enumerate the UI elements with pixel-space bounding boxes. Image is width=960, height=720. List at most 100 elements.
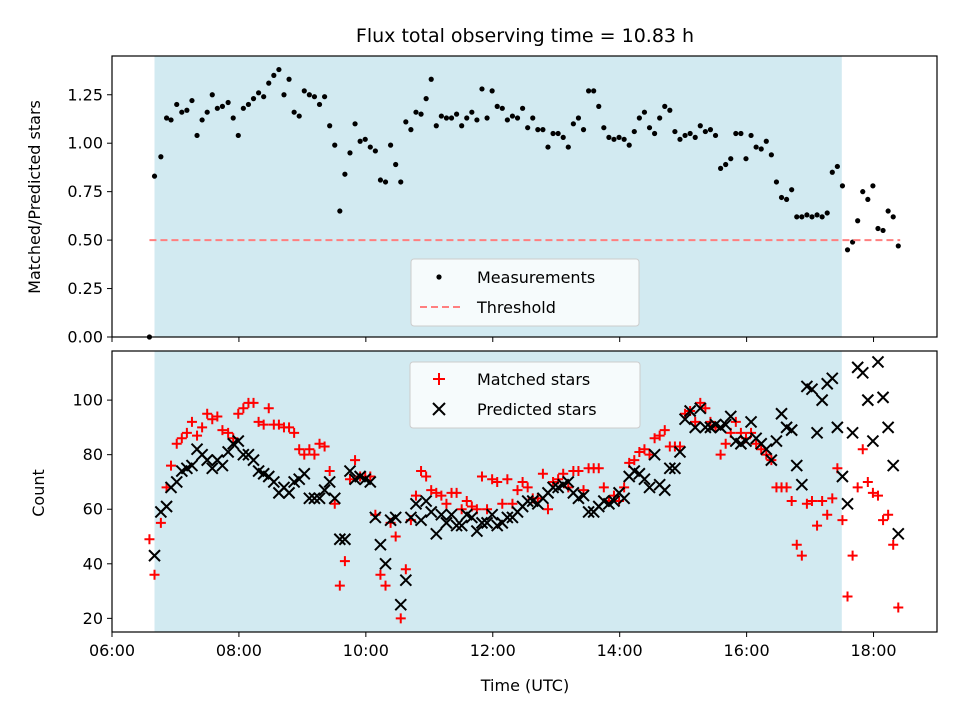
measurement-point (555, 130, 561, 137)
matched-point (186, 416, 197, 427)
measurement-point (758, 146, 764, 152)
measurement-point (362, 136, 368, 142)
measurement-point (560, 134, 566, 140)
measurement-point (459, 123, 465, 129)
matched-point (573, 466, 584, 477)
predicted-point (480, 516, 494, 530)
measurement-point (646, 125, 653, 131)
matched-point (644, 449, 655, 460)
measurement-point (489, 88, 495, 94)
matched-point (284, 422, 295, 433)
matched-point (166, 460, 177, 471)
measurement-point (286, 76, 292, 82)
measurement-point (580, 127, 587, 133)
predicted-point (394, 598, 407, 611)
measurement-point (479, 86, 485, 92)
measurement-point (347, 150, 353, 156)
predicted-point (232, 434, 245, 448)
measurement-point (418, 111, 424, 117)
measurement-point (712, 132, 719, 139)
matched-point (837, 515, 848, 526)
matched-point (273, 419, 284, 430)
measurement-point (890, 214, 896, 220)
measurement-point (382, 179, 389, 185)
measurement-point (250, 96, 257, 102)
measurement-point (651, 130, 658, 137)
predicted-point (379, 557, 392, 571)
measurement-point (601, 125, 607, 131)
measurement-point (672, 128, 678, 135)
measurement-point (530, 115, 536, 121)
matched-point (522, 482, 533, 493)
measurement-point (321, 94, 328, 100)
predicted-point (856, 366, 869, 380)
measurement-point (748, 132, 754, 139)
matched-point (791, 539, 802, 550)
matched-point (888, 539, 899, 550)
measurement-point (707, 127, 714, 133)
measurement-point (783, 196, 790, 203)
predicted-point (445, 508, 458, 521)
measurement-point (464, 115, 470, 121)
measurement-point (799, 214, 805, 220)
measurement-point (702, 128, 708, 135)
measurement-point (611, 136, 617, 142)
measurement-point (342, 171, 348, 177)
matched-point (862, 476, 873, 487)
predicted-point (810, 426, 824, 440)
measurement-point (641, 109, 648, 115)
x-tick-label: 14:00 (597, 641, 643, 660)
matched-point (436, 490, 447, 501)
matched-point (197, 422, 208, 433)
matched-point (294, 444, 305, 455)
y-tick-label: 0.50 (67, 231, 103, 250)
measurement-point (667, 107, 673, 113)
measurement-point (575, 115, 582, 121)
measurement-point (550, 130, 556, 137)
predicted-point (414, 513, 428, 527)
measurement-point (839, 183, 846, 189)
predicted-point (673, 445, 687, 459)
matched-point (512, 485, 523, 496)
matched-point (812, 520, 823, 531)
measurement-point (398, 179, 404, 185)
matched-point (344, 474, 355, 485)
measurement-point (240, 105, 246, 111)
measurement-point (855, 218, 861, 224)
measurement-point (301, 88, 307, 94)
predicted-point (216, 459, 229, 472)
bottom-legend: Matched stars Predicted stars (409, 361, 641, 429)
predicted-point (582, 505, 595, 519)
measurement-point (885, 208, 891, 214)
measurement-point (367, 144, 373, 150)
predicted-point (790, 459, 803, 472)
matched-point (426, 485, 437, 496)
measurement-point (819, 214, 825, 220)
predicted-point (785, 423, 798, 437)
measurement-point (844, 247, 851, 253)
measurement-point (428, 76, 434, 82)
measurement-point (514, 115, 521, 121)
measurement-point (163, 115, 170, 121)
predicted-point (765, 453, 778, 467)
measurement-point (179, 109, 185, 115)
matched-point (649, 433, 660, 444)
matched-point (872, 490, 883, 501)
predicted-point (148, 549, 161, 562)
x-tick-label: 10:00 (343, 641, 389, 660)
measurement-point (327, 123, 333, 129)
matched-point (441, 498, 452, 509)
predicted-point (200, 453, 214, 467)
matched-point (400, 564, 411, 575)
matched-point (181, 427, 192, 438)
measurement-point (535, 127, 541, 133)
matched-point (593, 463, 604, 474)
matched-point (380, 580, 391, 591)
predicted-point (450, 519, 463, 532)
measurement-point (230, 115, 236, 121)
predicted-point (485, 508, 499, 521)
matched-point (487, 474, 498, 485)
y-tick-label: 0.00 (67, 328, 103, 347)
predicted-point (267, 475, 281, 489)
measurement-point (194, 132, 200, 139)
